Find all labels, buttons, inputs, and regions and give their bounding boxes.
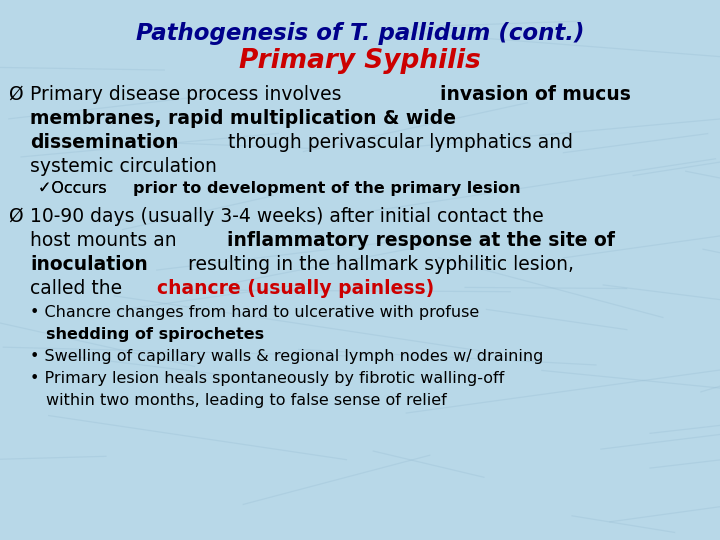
Text: invasion of mucus: invasion of mucus: [440, 85, 631, 104]
Text: within two months, leading to false sense of relief: within two months, leading to false sens…: [46, 393, 446, 408]
Text: ✓Occurs: ✓Occurs: [38, 181, 112, 196]
Text: Primary Syphilis: Primary Syphilis: [239, 48, 481, 74]
Text: chancre (usually painless): chancre (usually painless): [157, 279, 434, 298]
Text: prior to development of the primary lesion: prior to development of the primary lesi…: [133, 181, 521, 196]
Text: systemic circulation: systemic circulation: [30, 157, 217, 176]
Text: host mounts an: host mounts an: [30, 231, 183, 250]
Text: shedding of spirochetes: shedding of spirochetes: [46, 327, 264, 342]
Text: • Chancre changes from hard to ulcerative with profuse: • Chancre changes from hard to ulcerativ…: [30, 305, 480, 320]
Text: • Primary lesion heals spontaneously by fibrotic walling-off: • Primary lesion heals spontaneously by …: [30, 371, 504, 386]
Text: inoculation: inoculation: [30, 255, 148, 274]
Text: inflammatory response at the site of: inflammatory response at the site of: [227, 231, 615, 250]
Text: Ø: Ø: [8, 207, 22, 226]
Text: called the: called the: [30, 279, 128, 298]
Text: through perivascular lymphatics and: through perivascular lymphatics and: [222, 133, 572, 152]
Text: resulting in the hallmark syphilitic lesion,: resulting in the hallmark syphilitic les…: [182, 255, 574, 274]
Text: 10-90 days (usually 3-4 weeks) after initial contact the: 10-90 days (usually 3-4 weeks) after ini…: [30, 207, 544, 226]
Text: membranes, rapid multiplication & wide: membranes, rapid multiplication & wide: [30, 109, 456, 128]
Text: Ø: Ø: [8, 85, 22, 104]
Text: ✓Occurs: ✓Occurs: [38, 181, 112, 196]
Text: dissemination: dissemination: [30, 133, 179, 152]
Text: Pathogenesis of T. pallidum (cont.): Pathogenesis of T. pallidum (cont.): [136, 22, 584, 45]
Text: • Swelling of capillary walls & regional lymph nodes w/ draining: • Swelling of capillary walls & regional…: [30, 349, 544, 364]
Text: Primary disease process involves: Primary disease process involves: [30, 85, 348, 104]
